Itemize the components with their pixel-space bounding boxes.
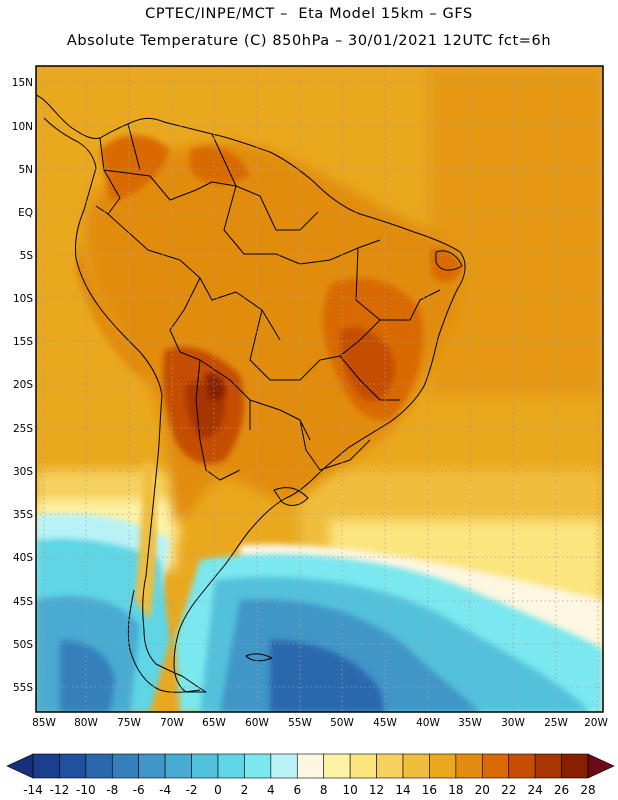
colorbar-label: 24 <box>528 783 543 797</box>
colorbar-label: -2 <box>186 783 198 797</box>
lon-label: 55W <box>288 717 312 729</box>
colorbar-swatch <box>164 753 192 779</box>
lat-label: 55S <box>13 682 33 694</box>
longitude-labels: 85W 80W 75W 70W 65W 60W 55W 50W 45W 40W … <box>32 717 608 729</box>
temperature-map: 15N 10N 5N EQ 5S 10S 15S 20S 25S 30S 35S… <box>12 65 608 729</box>
colorbar-label: 12 <box>369 783 384 797</box>
colorbar-label: 4 <box>267 783 275 797</box>
colorbar-label: 10 <box>343 783 358 797</box>
colorbar-label: -14 <box>23 783 43 797</box>
lon-label: 85W <box>32 717 56 729</box>
colorbar-swatch <box>508 753 536 779</box>
lat-label: 35S <box>13 509 33 521</box>
colorbar-label: -10 <box>76 783 96 797</box>
colorbar-swatch <box>323 753 351 779</box>
colorbar-swatch <box>534 753 562 779</box>
colorbar-swatch <box>376 753 404 779</box>
lon-label: 25W <box>544 717 568 729</box>
colorbar-label: -12 <box>50 783 70 797</box>
colorbar-label: -8 <box>106 783 118 797</box>
chart-title-line1: CPTEC/INPE/MCT – Eta Model 15km – GFS <box>145 6 473 22</box>
lat-label: 50S <box>13 639 33 651</box>
colorbar-label: 18 <box>448 783 463 797</box>
colorbar-swatch <box>244 753 272 779</box>
colorbar-label: 6 <box>293 783 301 797</box>
colorbar-label: 16 <box>422 783 437 797</box>
lat-label: 20S <box>13 379 33 391</box>
lon-label: 45W <box>373 717 397 729</box>
colorbar-swatch <box>561 753 589 779</box>
lon-label: 65W <box>202 717 226 729</box>
colorbar-label: 14 <box>395 783 410 797</box>
colorbar-swatch <box>455 753 483 779</box>
lon-label: 50W <box>330 717 354 729</box>
temperature-field <box>36 66 603 712</box>
colorbar-swatch <box>138 753 166 779</box>
lat-label: 25S <box>13 423 33 435</box>
colorbar-label: 22 <box>501 783 516 797</box>
lon-label: 35W <box>458 717 482 729</box>
colorbar-swatch <box>429 753 457 779</box>
colorbar-label: -4 <box>159 783 171 797</box>
colorbar-swatch <box>270 753 298 779</box>
grid-lines <box>36 66 603 712</box>
colorbar-swatch <box>296 753 325 779</box>
chart-title-line2: Absolute Temperature (C) 850hPa – 30/01/… <box>66 33 552 49</box>
lon-label: 75W <box>117 717 141 729</box>
colorbar-over-arrow <box>587 753 615 779</box>
colorbar-swatch <box>111 753 140 779</box>
lon-label: 40W <box>416 717 440 729</box>
lon-label: 60W <box>245 717 269 729</box>
lat-label: 5S <box>20 250 34 262</box>
lon-label: 70W <box>160 717 184 729</box>
colorbar-swatch <box>191 753 219 779</box>
lat-label: 10N <box>12 121 33 133</box>
colorbar-swatch <box>32 753 60 779</box>
lat-label: 15N <box>12 77 33 89</box>
colorbar-label: 26 <box>554 783 569 797</box>
lat-label: 30S <box>13 466 33 478</box>
map-frame <box>35 65 604 713</box>
lat-label: EQ <box>18 207 33 219</box>
lon-label: 20W <box>584 717 608 729</box>
colorbar-label: 20 <box>475 783 490 797</box>
colorbar: -14 -12 -10 -8 -6 -4 -2 0 2 4 6 8 10 12 14 16 18 20 22 24 26… <box>6 753 615 797</box>
lat-label: 15S <box>13 336 33 348</box>
colorbar-swatch <box>85 753 113 779</box>
lat-label: 40S <box>13 552 33 564</box>
colorbar-swatch <box>481 753 510 779</box>
colorbar-swatch <box>349 753 377 779</box>
lat-label: 45S <box>13 596 33 608</box>
colorbar-swatch <box>217 753 245 779</box>
colorbar-swatch <box>59 753 87 779</box>
colorbar-label: 28 <box>580 783 595 797</box>
colorbar-under-arrow <box>6 753 34 779</box>
colorbar-label: -6 <box>133 783 145 797</box>
lat-label: 5N <box>18 164 33 176</box>
lat-label: 10S <box>13 293 33 305</box>
colorbar-label: 2 <box>241 783 249 797</box>
lon-label: 30W <box>501 717 525 729</box>
latitude-labels: 15N 10N 5N EQ 5S 10S 15S 20S 25S 30S 35S… <box>12 77 34 694</box>
colorbar-label: 8 <box>320 783 328 797</box>
colorbar-label: 0 <box>214 783 222 797</box>
colorbar-swatch <box>402 753 430 779</box>
lon-label: 80W <box>74 717 98 729</box>
